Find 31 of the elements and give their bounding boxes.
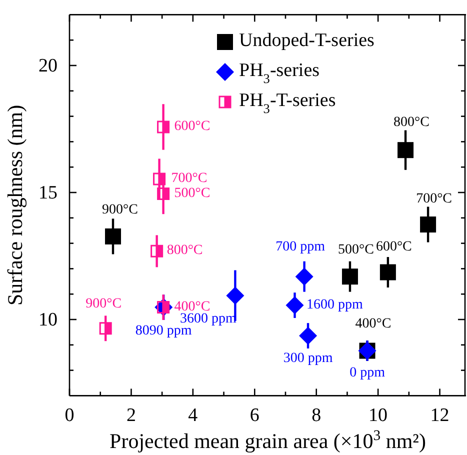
- x-tick-label: 10: [368, 405, 388, 426]
- legend-label: PH$_{3}$-T-series: [239, 90, 336, 116]
- annotation: 800°C: [394, 115, 430, 130]
- annotation: 700°C: [171, 171, 208, 186]
- annotation: 700 ppm: [276, 240, 326, 255]
- x-tick-label: 12: [430, 405, 450, 426]
- y-tick-label: 20: [38, 56, 58, 77]
- x-tick-label: 4: [188, 405, 198, 426]
- annotation: 500°C: [174, 186, 210, 201]
- x-tick-label: 0: [64, 405, 74, 426]
- annotation: 0 ppm: [350, 366, 386, 381]
- annotation: 400°C: [355, 316, 392, 332]
- x-tick-label: 8: [312, 405, 322, 426]
- annotation: 900°C: [102, 202, 138, 218]
- legend-label: PH$_{3}$-series: [239, 60, 320, 86]
- x-tick-label: 2: [126, 405, 136, 426]
- y-tick-label: 10: [38, 310, 58, 331]
- annotation: 500°C: [338, 242, 374, 258]
- y-axis-title: Surface roughness (nm): [3, 104, 27, 306]
- annotation: 900°C: [86, 296, 122, 312]
- annotation: 600°C: [174, 119, 210, 134]
- annotation: 700°C: [416, 192, 452, 207]
- x-axis-title: Projected mean grain area (×10$^{3}$ nm²): [110, 428, 426, 453]
- y-tick-label: 15: [38, 182, 58, 204]
- annotation: 300 ppm: [283, 350, 333, 366]
- annotation: 600°C: [376, 239, 412, 254]
- legend-label: Undoped-T-series: [239, 30, 374, 52]
- x-tick-label: 6: [250, 405, 260, 426]
- annotation: 8090 ppm: [135, 324, 192, 339]
- annotation: 800°C: [166, 243, 203, 258]
- annotation: 1600 ppm: [306, 297, 364, 312]
